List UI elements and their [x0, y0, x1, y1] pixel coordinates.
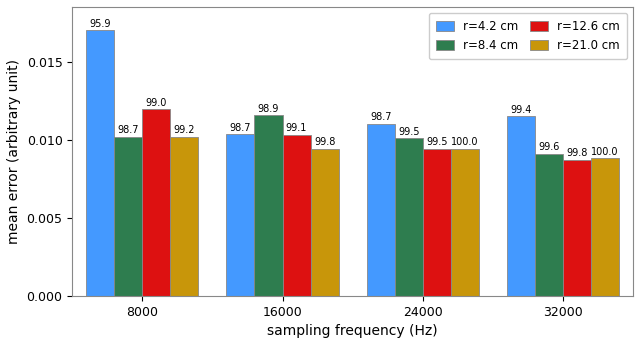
Bar	[507, 116, 535, 296]
Bar	[535, 154, 563, 296]
Text: 98.9: 98.9	[258, 104, 279, 114]
Text: 99.0: 99.0	[146, 98, 167, 108]
Bar	[451, 149, 479, 296]
Text: 99.4: 99.4	[510, 105, 532, 115]
Text: 98.7: 98.7	[118, 125, 139, 135]
Bar	[310, 149, 339, 296]
Bar	[86, 30, 115, 296]
Bar	[142, 109, 170, 296]
Text: 99.8: 99.8	[566, 148, 588, 158]
Text: 100.0: 100.0	[451, 137, 479, 147]
X-axis label: sampling frequency (Hz): sampling frequency (Hz)	[268, 324, 438, 338]
Text: 99.2: 99.2	[173, 125, 195, 135]
Text: 99.6: 99.6	[538, 142, 559, 152]
Bar	[367, 124, 395, 296]
Legend: r=4.2 cm, r=8.4 cm, r=12.6 cm, r=21.0 cm: r=4.2 cm, r=8.4 cm, r=12.6 cm, r=21.0 cm	[429, 13, 627, 59]
Bar	[227, 134, 255, 296]
Bar	[282, 135, 310, 296]
Text: 100.0: 100.0	[591, 147, 619, 157]
Bar	[115, 137, 142, 296]
Text: 98.7: 98.7	[370, 112, 392, 122]
Text: 95.9: 95.9	[90, 19, 111, 29]
Text: 99.1: 99.1	[286, 124, 307, 134]
Text: 99.8: 99.8	[314, 137, 335, 147]
Bar	[395, 138, 423, 296]
Bar	[423, 149, 451, 296]
Bar	[255, 116, 282, 296]
Text: 99.5: 99.5	[398, 127, 419, 137]
Bar	[563, 160, 591, 296]
Bar	[591, 158, 619, 296]
Bar	[170, 137, 198, 296]
Y-axis label: mean error (arbitrary unit): mean error (arbitrary unit)	[7, 59, 21, 244]
Text: 98.7: 98.7	[230, 122, 252, 132]
Text: 99.5: 99.5	[426, 137, 447, 147]
